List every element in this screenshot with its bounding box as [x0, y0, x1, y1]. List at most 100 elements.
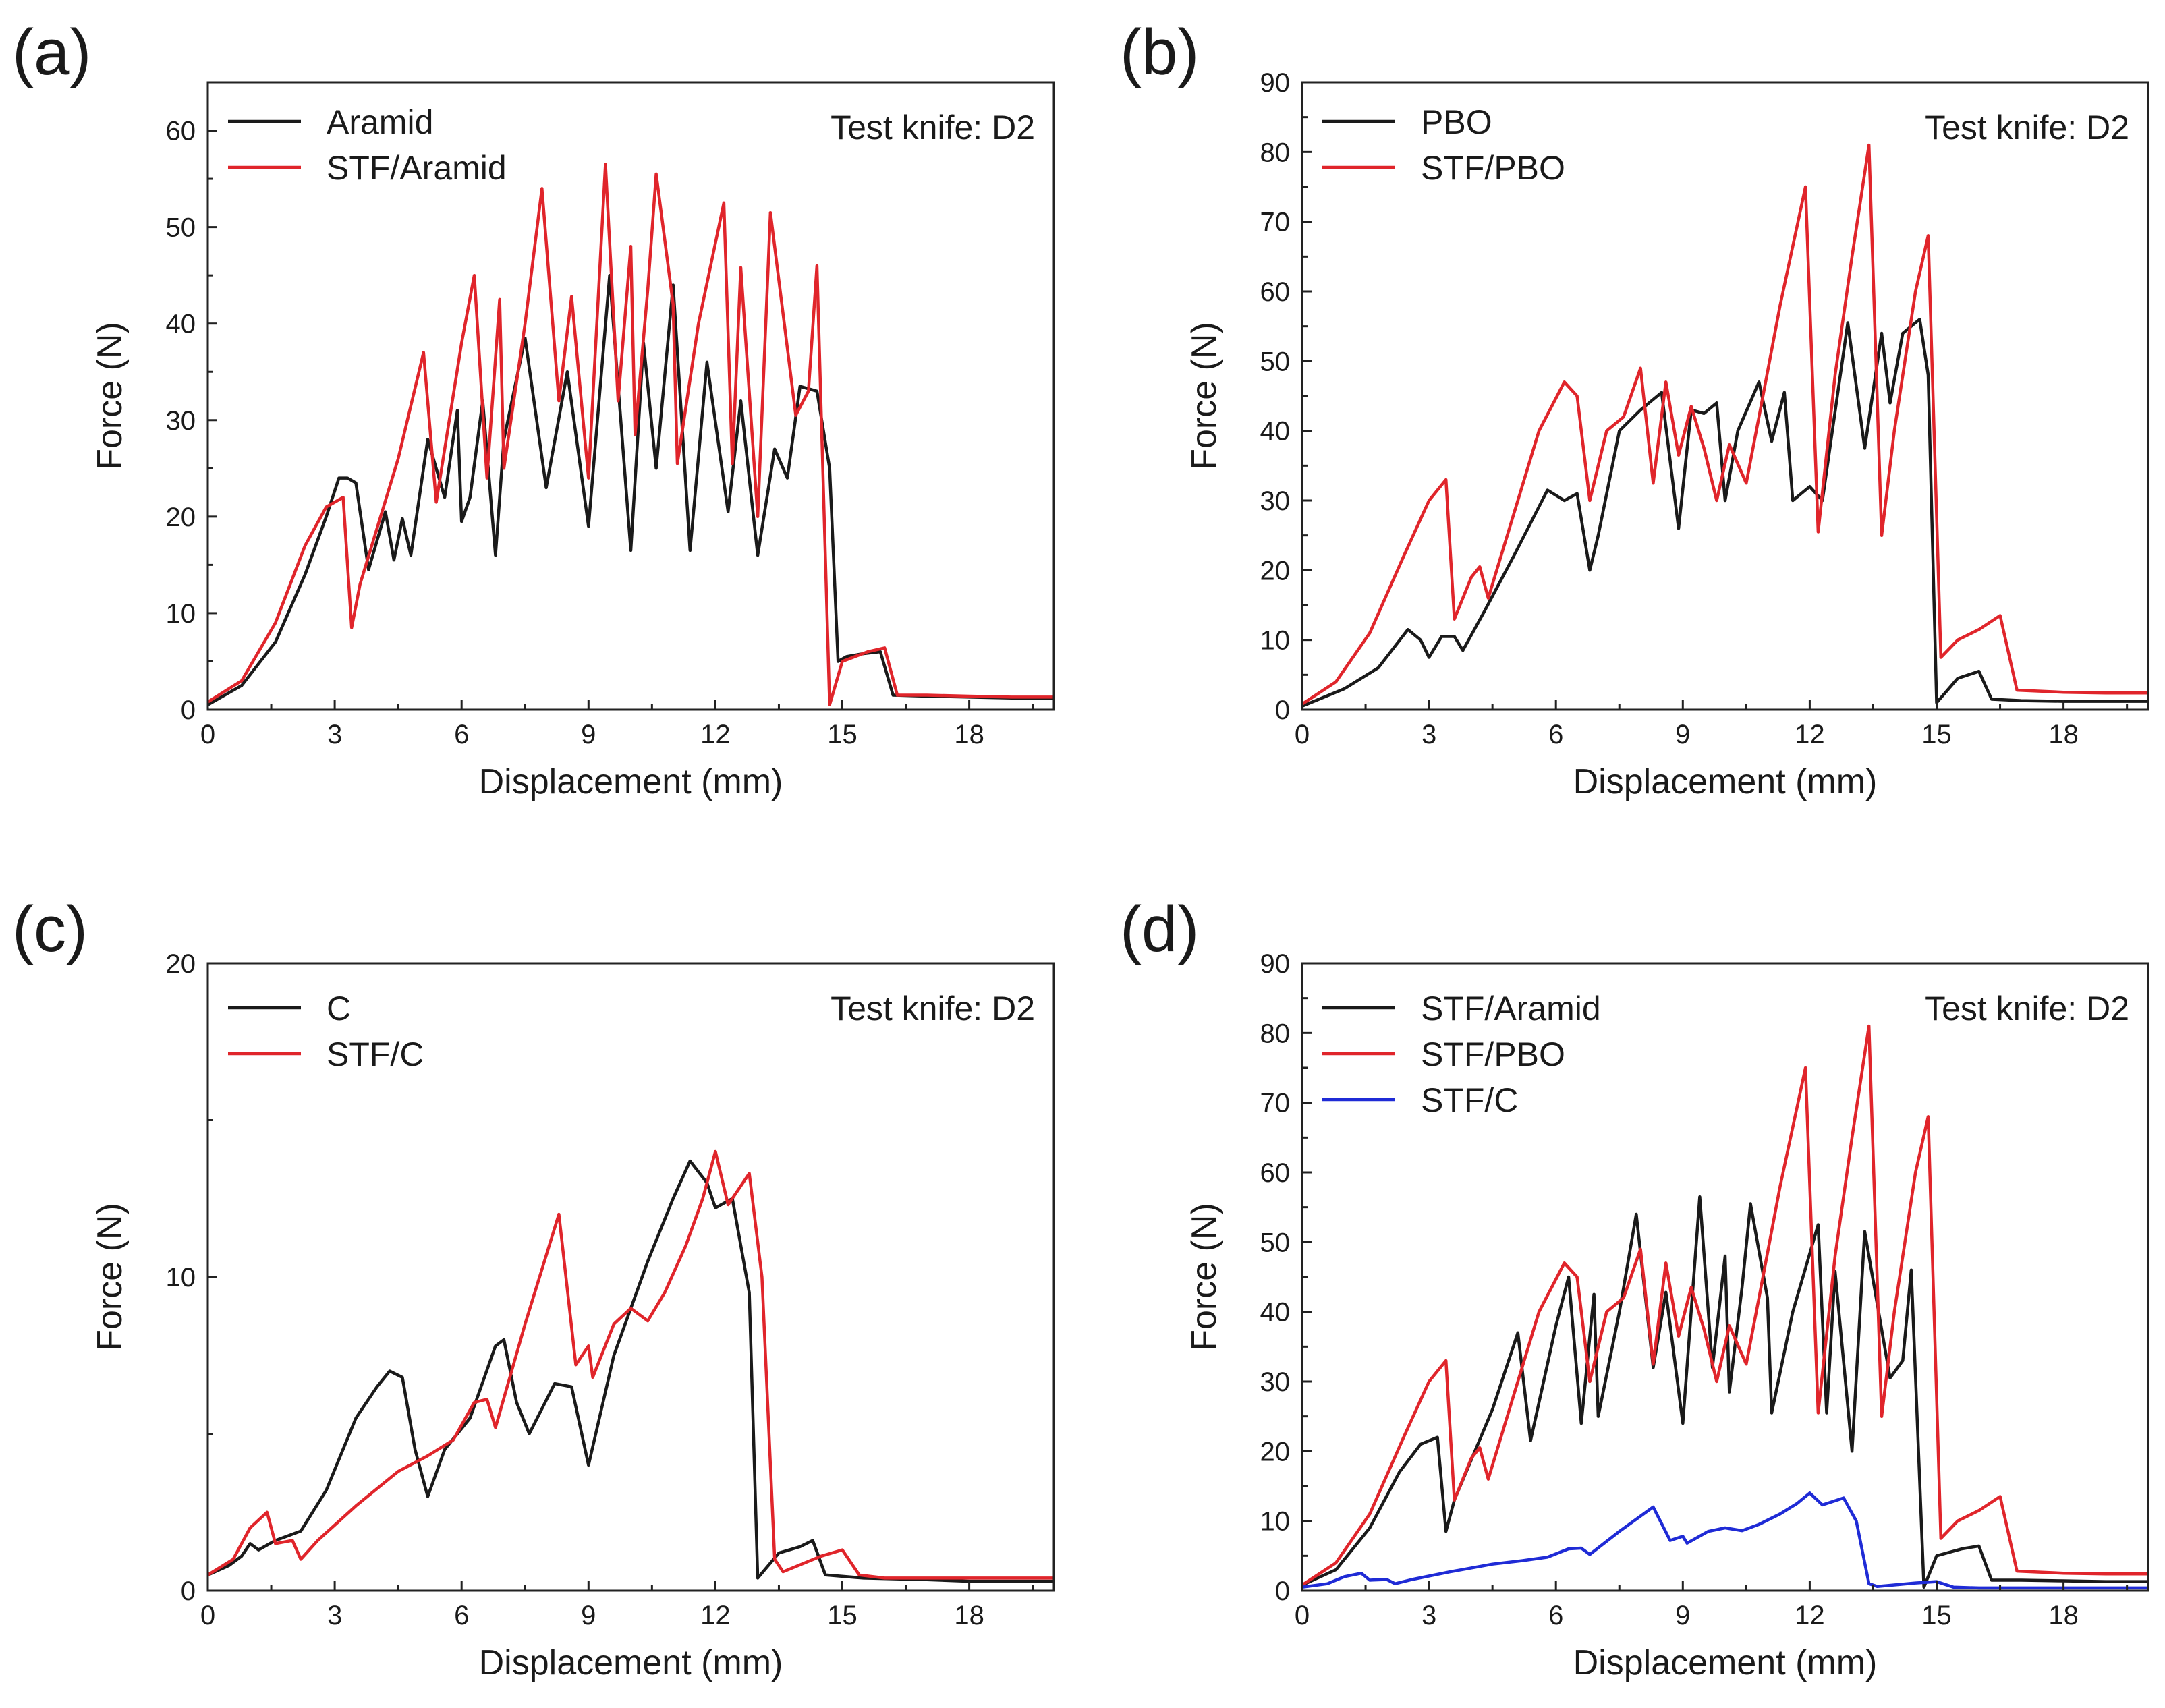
y-tick-label: 20 [166, 949, 196, 979]
panel-label: (c) [12, 893, 88, 965]
legend: Aramid STF/Aramid [228, 103, 507, 187]
legend: C STF/C [228, 990, 424, 1073]
x-axis-title: Displacement (mm) [479, 762, 783, 801]
y-tick-label: 0 [181, 1576, 196, 1606]
legend-label: STF/PBO [1421, 149, 1565, 187]
y-tick-label: 50 [1260, 1228, 1291, 1257]
x-tick-label: 12 [700, 1601, 731, 1630]
series-line-stf-pbo [1302, 1024, 2148, 1587]
legend-label: STF/Aramid [1421, 990, 1601, 1027]
test-knife-annotation: Test knife: D2 [831, 990, 1035, 1027]
chart-panel-2: (c) 0 3 6 9 12 15 18 0 10 20 Displacement (mm) Force… [12, 893, 1055, 1682]
x-tick-label: 12 [1795, 720, 1825, 749]
legend: STF/Aramid STF/PBO STF/C [1322, 990, 1601, 1119]
x-tick-label: 18 [954, 720, 984, 749]
plot-frame [206, 81, 1055, 711]
x-tick-label: 15 [1921, 1601, 1952, 1630]
x-tick-label: 12 [700, 720, 731, 749]
series-line-aramid [208, 273, 1054, 707]
legend-label: STF/Aramid [327, 149, 507, 187]
series-line-c [208, 1159, 1054, 1583]
chart-panel-1: (b) 0 3 6 9 12 15 18 0 10 20 30 40 50 60 70 80 90 Displace… [1120, 16, 2149, 801]
y-tick-label: 10 [166, 599, 196, 629]
y-tick-label: 30 [1260, 1367, 1291, 1397]
x-tick-label: 15 [827, 720, 857, 749]
x-axis-title: Displacement (mm) [1573, 762, 1878, 801]
y-tick-label: 70 [1260, 1089, 1291, 1118]
y-tick-label: 20 [166, 503, 196, 532]
x-tick-label: 0 [1295, 1601, 1310, 1630]
chart-panel-3: (d) 0 3 6 9 12 15 18 0 10 20 30 40 50 60 70 80 90 Displace… [1120, 893, 2149, 1682]
x-axis-title: Displacement (mm) [1573, 1643, 1878, 1682]
x-tick-label: 3 [1422, 1601, 1436, 1630]
x-tick-label: 6 [454, 720, 469, 749]
y-tick-label: 80 [1260, 138, 1291, 167]
legend-label: PBO [1421, 103, 1492, 141]
y-axis-title: Force (N) [1185, 322, 1224, 470]
x-tick-label: 15 [1921, 720, 1952, 749]
y-tick-label: 60 [1260, 277, 1291, 307]
y-tick-label: 90 [1260, 949, 1291, 979]
y-axis-title: Force (N) [90, 322, 130, 470]
test-knife-annotation: Test knife: D2 [831, 109, 1035, 146]
x-tick-label: 6 [1548, 720, 1563, 749]
x-tick-label: 6 [454, 1601, 469, 1630]
panel-label: (a) [12, 16, 91, 88]
series-line-stf-c [1302, 1491, 2148, 1590]
series-line-stf-aramid [1302, 1195, 2148, 1589]
legend-label: STF/C [327, 1035, 424, 1073]
y-tick-label: 30 [1260, 486, 1291, 516]
y-tick-label: 90 [1260, 68, 1291, 98]
x-tick-label: 3 [327, 1601, 342, 1630]
series-line-pbo [1302, 318, 2148, 708]
series-line-stf-pbo [1302, 143, 2148, 706]
x-tick-label: 18 [2048, 720, 2079, 749]
x-tick-label: 3 [327, 720, 342, 749]
y-axis-title: Force (N) [90, 1203, 130, 1351]
y-tick-label: 0 [181, 695, 196, 725]
y-tick-label: 40 [1260, 1298, 1291, 1328]
x-tick-label: 0 [1295, 720, 1310, 749]
x-tick-label: 9 [581, 1601, 596, 1630]
panel-label: (d) [1120, 893, 1199, 965]
y-tick-label: 0 [1275, 1576, 1290, 1606]
y-tick-label: 0 [1275, 695, 1290, 725]
y-tick-label: 20 [1260, 1437, 1291, 1467]
y-tick-label: 70 [1260, 208, 1291, 237]
y-tick-label: 10 [1260, 1507, 1291, 1537]
y-tick-label: 40 [166, 310, 196, 339]
x-tick-label: 9 [1675, 720, 1690, 749]
x-axis-title: Displacement (mm) [479, 1643, 783, 1682]
y-tick-label: 40 [1260, 417, 1291, 447]
x-tick-label: 9 [581, 720, 596, 749]
y-tick-label: 60 [166, 117, 196, 146]
legend: PBO STF/PBO [1322, 103, 1565, 187]
y-tick-label: 60 [1260, 1158, 1291, 1188]
test-knife-annotation: Test knife: D2 [1925, 990, 2129, 1027]
x-tick-label: 3 [1422, 720, 1436, 749]
legend-label: Aramid [327, 103, 433, 141]
x-tick-label: 9 [1675, 1601, 1690, 1630]
x-tick-label: 18 [2048, 1601, 2079, 1630]
x-tick-label: 12 [1795, 1601, 1825, 1630]
x-tick-label: 15 [827, 1601, 857, 1630]
y-tick-label: 50 [1260, 347, 1291, 376]
x-tick-label: 18 [954, 1601, 984, 1630]
y-tick-label: 20 [1260, 556, 1291, 586]
legend-label: C [327, 990, 351, 1027]
series-line-stf-c [208, 1149, 1054, 1580]
panel-label: (b) [1120, 16, 1199, 88]
x-tick-label: 0 [200, 1601, 215, 1630]
x-tick-label: 6 [1548, 1601, 1563, 1630]
test-knife-annotation: Test knife: D2 [1925, 109, 2129, 146]
x-tick-label: 0 [200, 720, 215, 749]
legend-label: STF/PBO [1421, 1035, 1565, 1073]
y-axis-title: Force (N) [1185, 1203, 1224, 1351]
y-tick-label: 50 [166, 213, 196, 243]
y-tick-label: 80 [1260, 1019, 1291, 1048]
y-tick-label: 10 [166, 1263, 196, 1292]
y-tick-label: 10 [1260, 626, 1291, 656]
legend-label: STF/C [1421, 1081, 1518, 1119]
